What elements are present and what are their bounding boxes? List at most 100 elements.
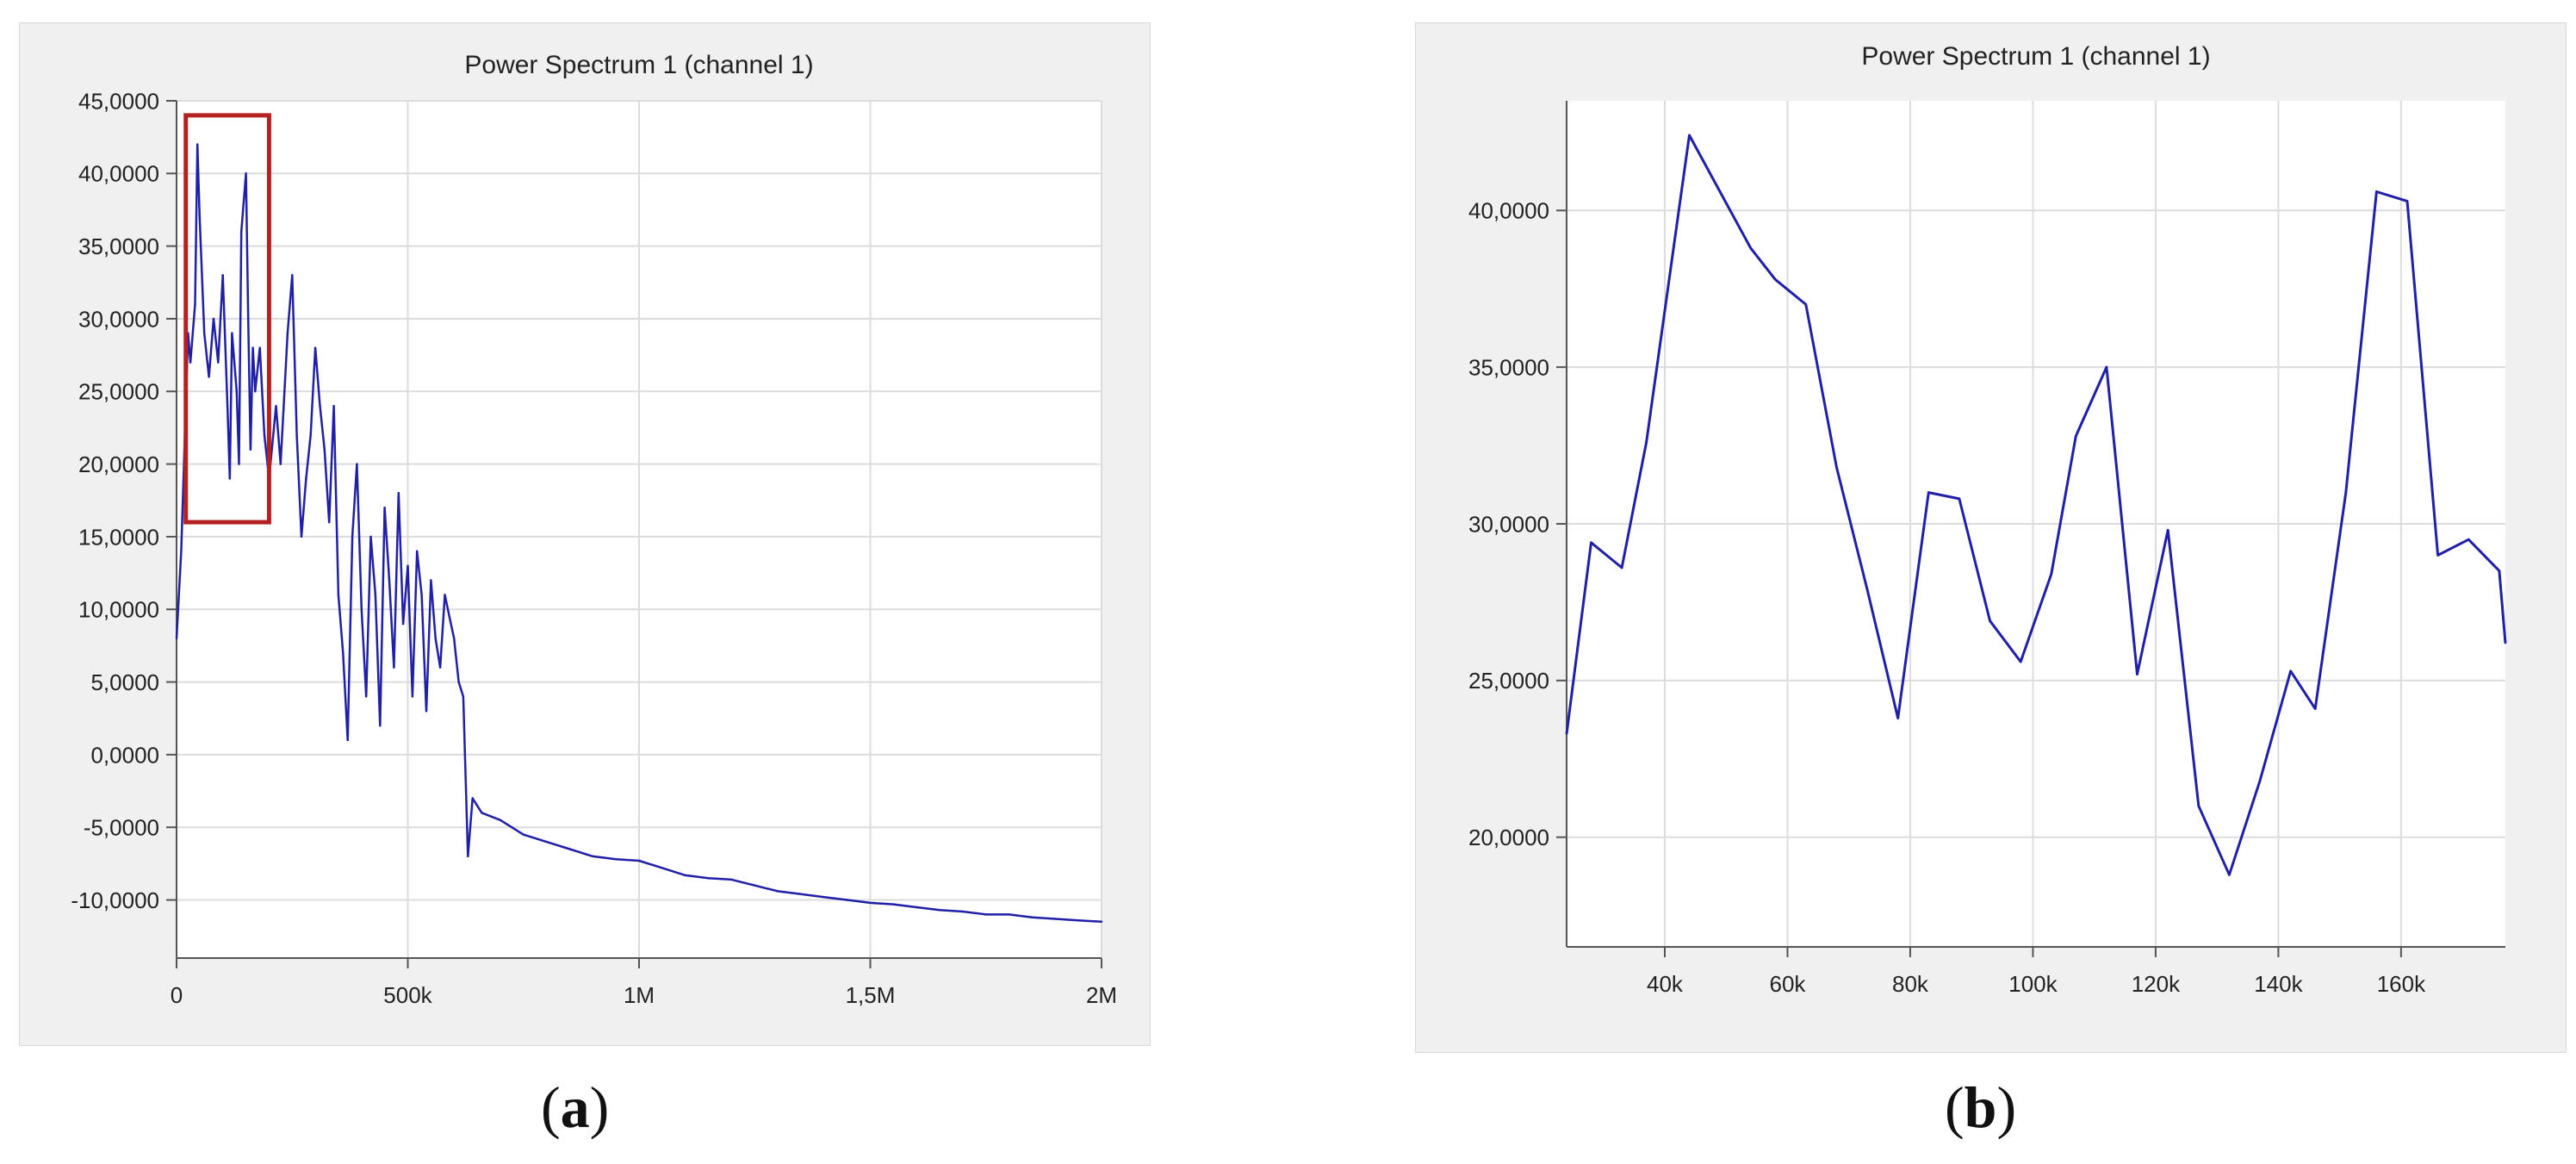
- data-point: [309, 433, 312, 437]
- data-point: [263, 433, 266, 437]
- chart-title: Power Spectrum 1 (channel 1): [464, 51, 813, 79]
- data-point: [175, 637, 178, 640]
- data-point: [2498, 570, 2501, 572]
- data-point: [351, 535, 354, 538]
- data-point: [1989, 619, 1991, 622]
- data-point: [1865, 588, 1869, 591]
- data-point: [365, 695, 368, 698]
- data-point: [235, 390, 238, 393]
- data-point: [984, 913, 988, 916]
- y-tick-label: 20,0000: [1468, 825, 1549, 850]
- y-tick-label: -5,0000: [84, 815, 159, 841]
- data-point: [522, 833, 525, 836]
- x-tick-label: 40k: [1647, 971, 1684, 997]
- chart-panel-a: Power Spectrum 1 (channel 1) 0 500k 1M 1,5M 2…: [19, 22, 1151, 1046]
- data-point: [249, 448, 252, 451]
- data-point: [379, 725, 382, 727]
- y-tick-label: 40,0000: [78, 161, 159, 187]
- data-point: [388, 579, 391, 582]
- data-point: [275, 405, 277, 408]
- data-point: [332, 405, 335, 408]
- y-tick-label: 25,0000: [78, 379, 159, 405]
- data-point: [916, 906, 918, 909]
- data-point: [245, 172, 247, 175]
- data-point: [499, 819, 502, 821]
- data-point: [231, 332, 233, 334]
- data-point: [2105, 365, 2108, 369]
- x-tick-label: 140k: [2254, 971, 2303, 997]
- y-tick-label: 20,0000: [78, 451, 159, 477]
- data-point: [212, 317, 215, 321]
- data-point: [846, 899, 848, 901]
- data-point: [776, 890, 779, 893]
- y-tick-label: 30,0000: [78, 306, 159, 332]
- data-point: [1896, 717, 1899, 719]
- data-point: [2136, 673, 2138, 675]
- data-point: [2197, 805, 2200, 807]
- y-tick-label: 0,0000: [90, 742, 159, 768]
- data-point: [2289, 669, 2292, 673]
- data-point: [475, 804, 479, 807]
- highlight-box: [183, 113, 271, 525]
- data-point: [238, 463, 240, 465]
- x-tick-label: 1M: [624, 982, 655, 1008]
- data-point: [425, 710, 428, 713]
- data-point: [448, 615, 450, 618]
- caption-b: (b): [1945, 1074, 2017, 1140]
- data-point: [1927, 491, 1930, 494]
- data-point: [313, 346, 317, 349]
- data-point: [411, 695, 414, 698]
- data-point: [568, 848, 571, 850]
- data-point: [194, 302, 196, 306]
- data-point: [754, 884, 756, 887]
- x-tick-label: 500k: [383, 982, 432, 1008]
- data-point: [1054, 918, 1057, 920]
- data-point: [1688, 134, 1691, 137]
- data-point: [2405, 200, 2409, 202]
- data-point: [2167, 529, 2169, 532]
- data-point: [1590, 541, 1592, 544]
- caption-a: (a): [541, 1074, 610, 1140]
- data-point: [300, 535, 303, 538]
- data-point: [196, 143, 199, 146]
- data-point: [416, 550, 419, 552]
- data-point: [221, 274, 224, 277]
- data-point: [730, 878, 733, 881]
- data-point: [328, 520, 331, 524]
- data-point: [822, 896, 825, 899]
- data-point: [892, 903, 895, 906]
- y-tick-label: 45,0000: [78, 88, 159, 114]
- data-point: [961, 910, 965, 913]
- data-point: [444, 594, 446, 596]
- data-point: [1804, 303, 1807, 306]
- data-point: [279, 463, 282, 465]
- data-point: [420, 594, 423, 596]
- data-point: [438, 666, 442, 669]
- data-point: [2314, 707, 2317, 710]
- data-point: [208, 376, 210, 378]
- y-tick-label: 35,0000: [78, 233, 159, 259]
- data-point: [2436, 554, 2439, 557]
- data-point: [684, 874, 686, 877]
- y-tick-label: 40,0000: [1468, 198, 1549, 224]
- data-point: [342, 651, 345, 654]
- data-point: [305, 477, 307, 480]
- data-point: [360, 608, 363, 611]
- chart-title: Power Spectrum 1 (channel 1): [1861, 42, 2210, 71]
- x-tick-label: 0: [171, 982, 183, 1008]
- data-point: [295, 433, 298, 437]
- x-tick-label: 80k: [1892, 971, 1929, 997]
- data-point: [2075, 435, 2077, 438]
- data-point: [1008, 913, 1010, 916]
- data-point: [661, 867, 664, 869]
- data-point: [2375, 190, 2378, 193]
- data-point: [226, 405, 229, 408]
- data-point: [2020, 660, 2022, 663]
- data-point: [637, 859, 641, 862]
- data-point: [471, 797, 474, 800]
- y-tick-label: -10,0000: [71, 887, 159, 913]
- data-point: [203, 332, 206, 334]
- data-point: [1774, 278, 1777, 281]
- data-point: [1565, 732, 1568, 735]
- y-tick-label: 15,0000: [78, 524, 159, 550]
